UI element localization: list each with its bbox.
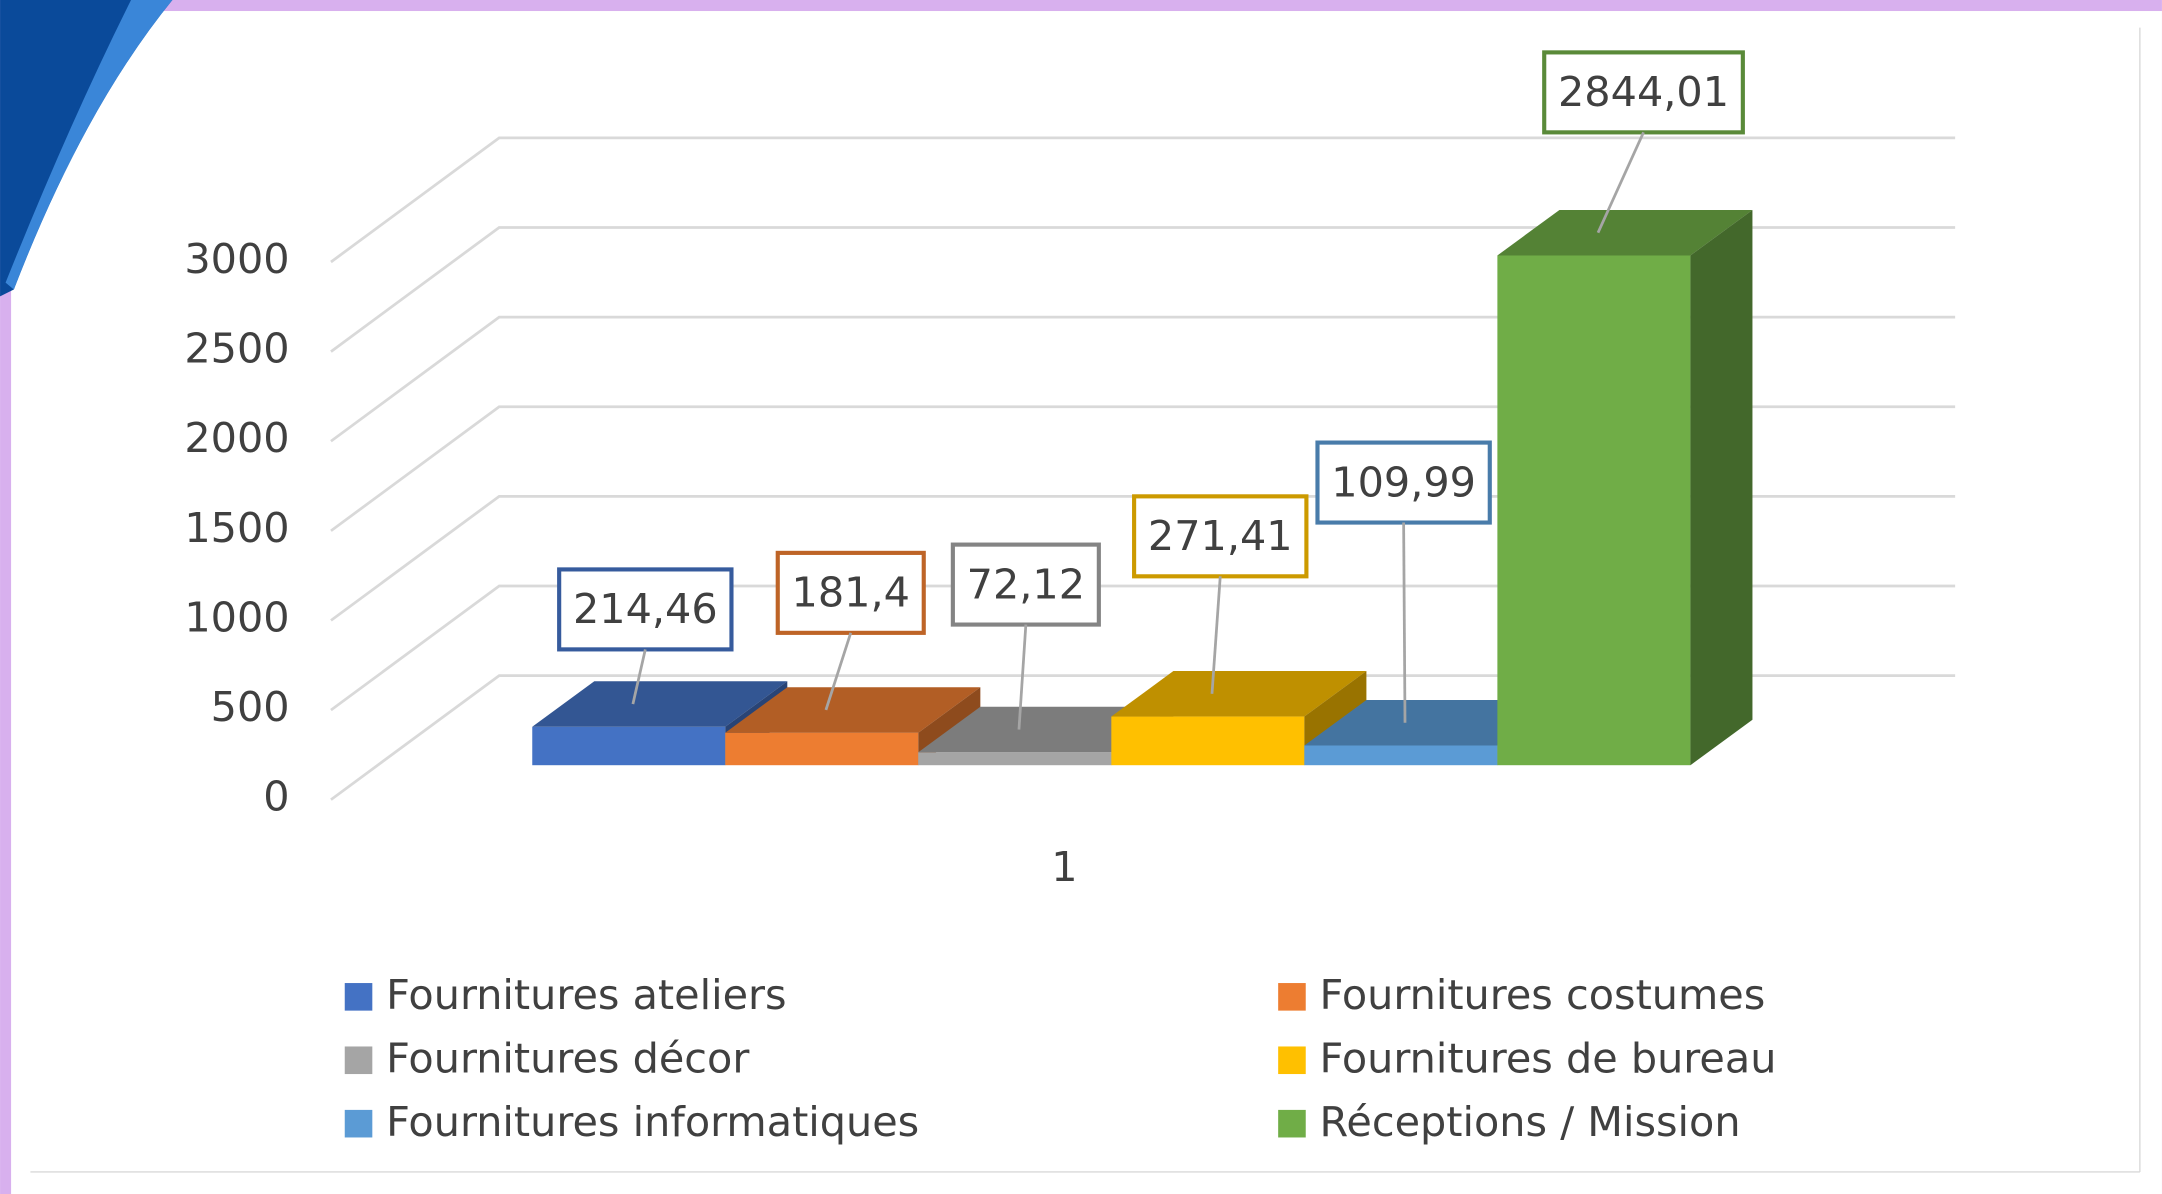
legend-label: Fournitures costumes [1320, 971, 1766, 1019]
data-label: 271,41 [1148, 512, 1293, 560]
data-label: 181,4 [792, 569, 910, 617]
legend-label: Fournitures ateliers [386, 971, 786, 1019]
legend-label: Fournitures de bureau [1320, 1035, 1777, 1083]
legend-swatch [345, 983, 373, 1011]
legend-label: Fournitures décor [386, 1035, 749, 1083]
bar-front [1497, 255, 1690, 765]
x-tick-label: 1 [1051, 843, 1077, 891]
data-label: 2844,01 [1558, 68, 1729, 116]
bar-side [1690, 210, 1752, 765]
data-label: 109,99 [1331, 458, 1476, 506]
legend-label: Réceptions / Mission [1320, 1098, 1741, 1146]
leader-line [1404, 523, 1405, 723]
bar-front [1111, 717, 1304, 766]
y-tick-label: 2500 [184, 325, 289, 373]
page: {"chart_data": {"type": "bar3d", "catego… [0, 0, 2162, 1194]
bar-front [918, 752, 1111, 765]
bar-front [532, 727, 725, 765]
chart: 0 500 1000 1500 2000 2500 3000 1 214,46 181,4 72,1… [0, 0, 2162, 1194]
y-tick-label: 3000 [184, 235, 289, 283]
legend-swatch [1278, 1110, 1306, 1138]
y-tick-label: 0 [263, 773, 289, 821]
bar-front [1304, 745, 1497, 765]
y-tick-label: 1000 [184, 593, 289, 641]
legend-swatch [345, 1046, 373, 1074]
y-tick-label: 500 [211, 683, 290, 731]
bar-front [725, 733, 918, 766]
y-tick-label: 2000 [184, 414, 289, 462]
legend-swatch [1278, 1046, 1306, 1074]
legend-label: Fournitures informatiques [386, 1098, 919, 1146]
legend-swatch [345, 1110, 373, 1138]
data-label: 72,12 [967, 560, 1085, 608]
data-label: 214,46 [573, 585, 718, 633]
legend-swatch [1278, 983, 1306, 1011]
y-tick-label: 1500 [184, 504, 289, 552]
